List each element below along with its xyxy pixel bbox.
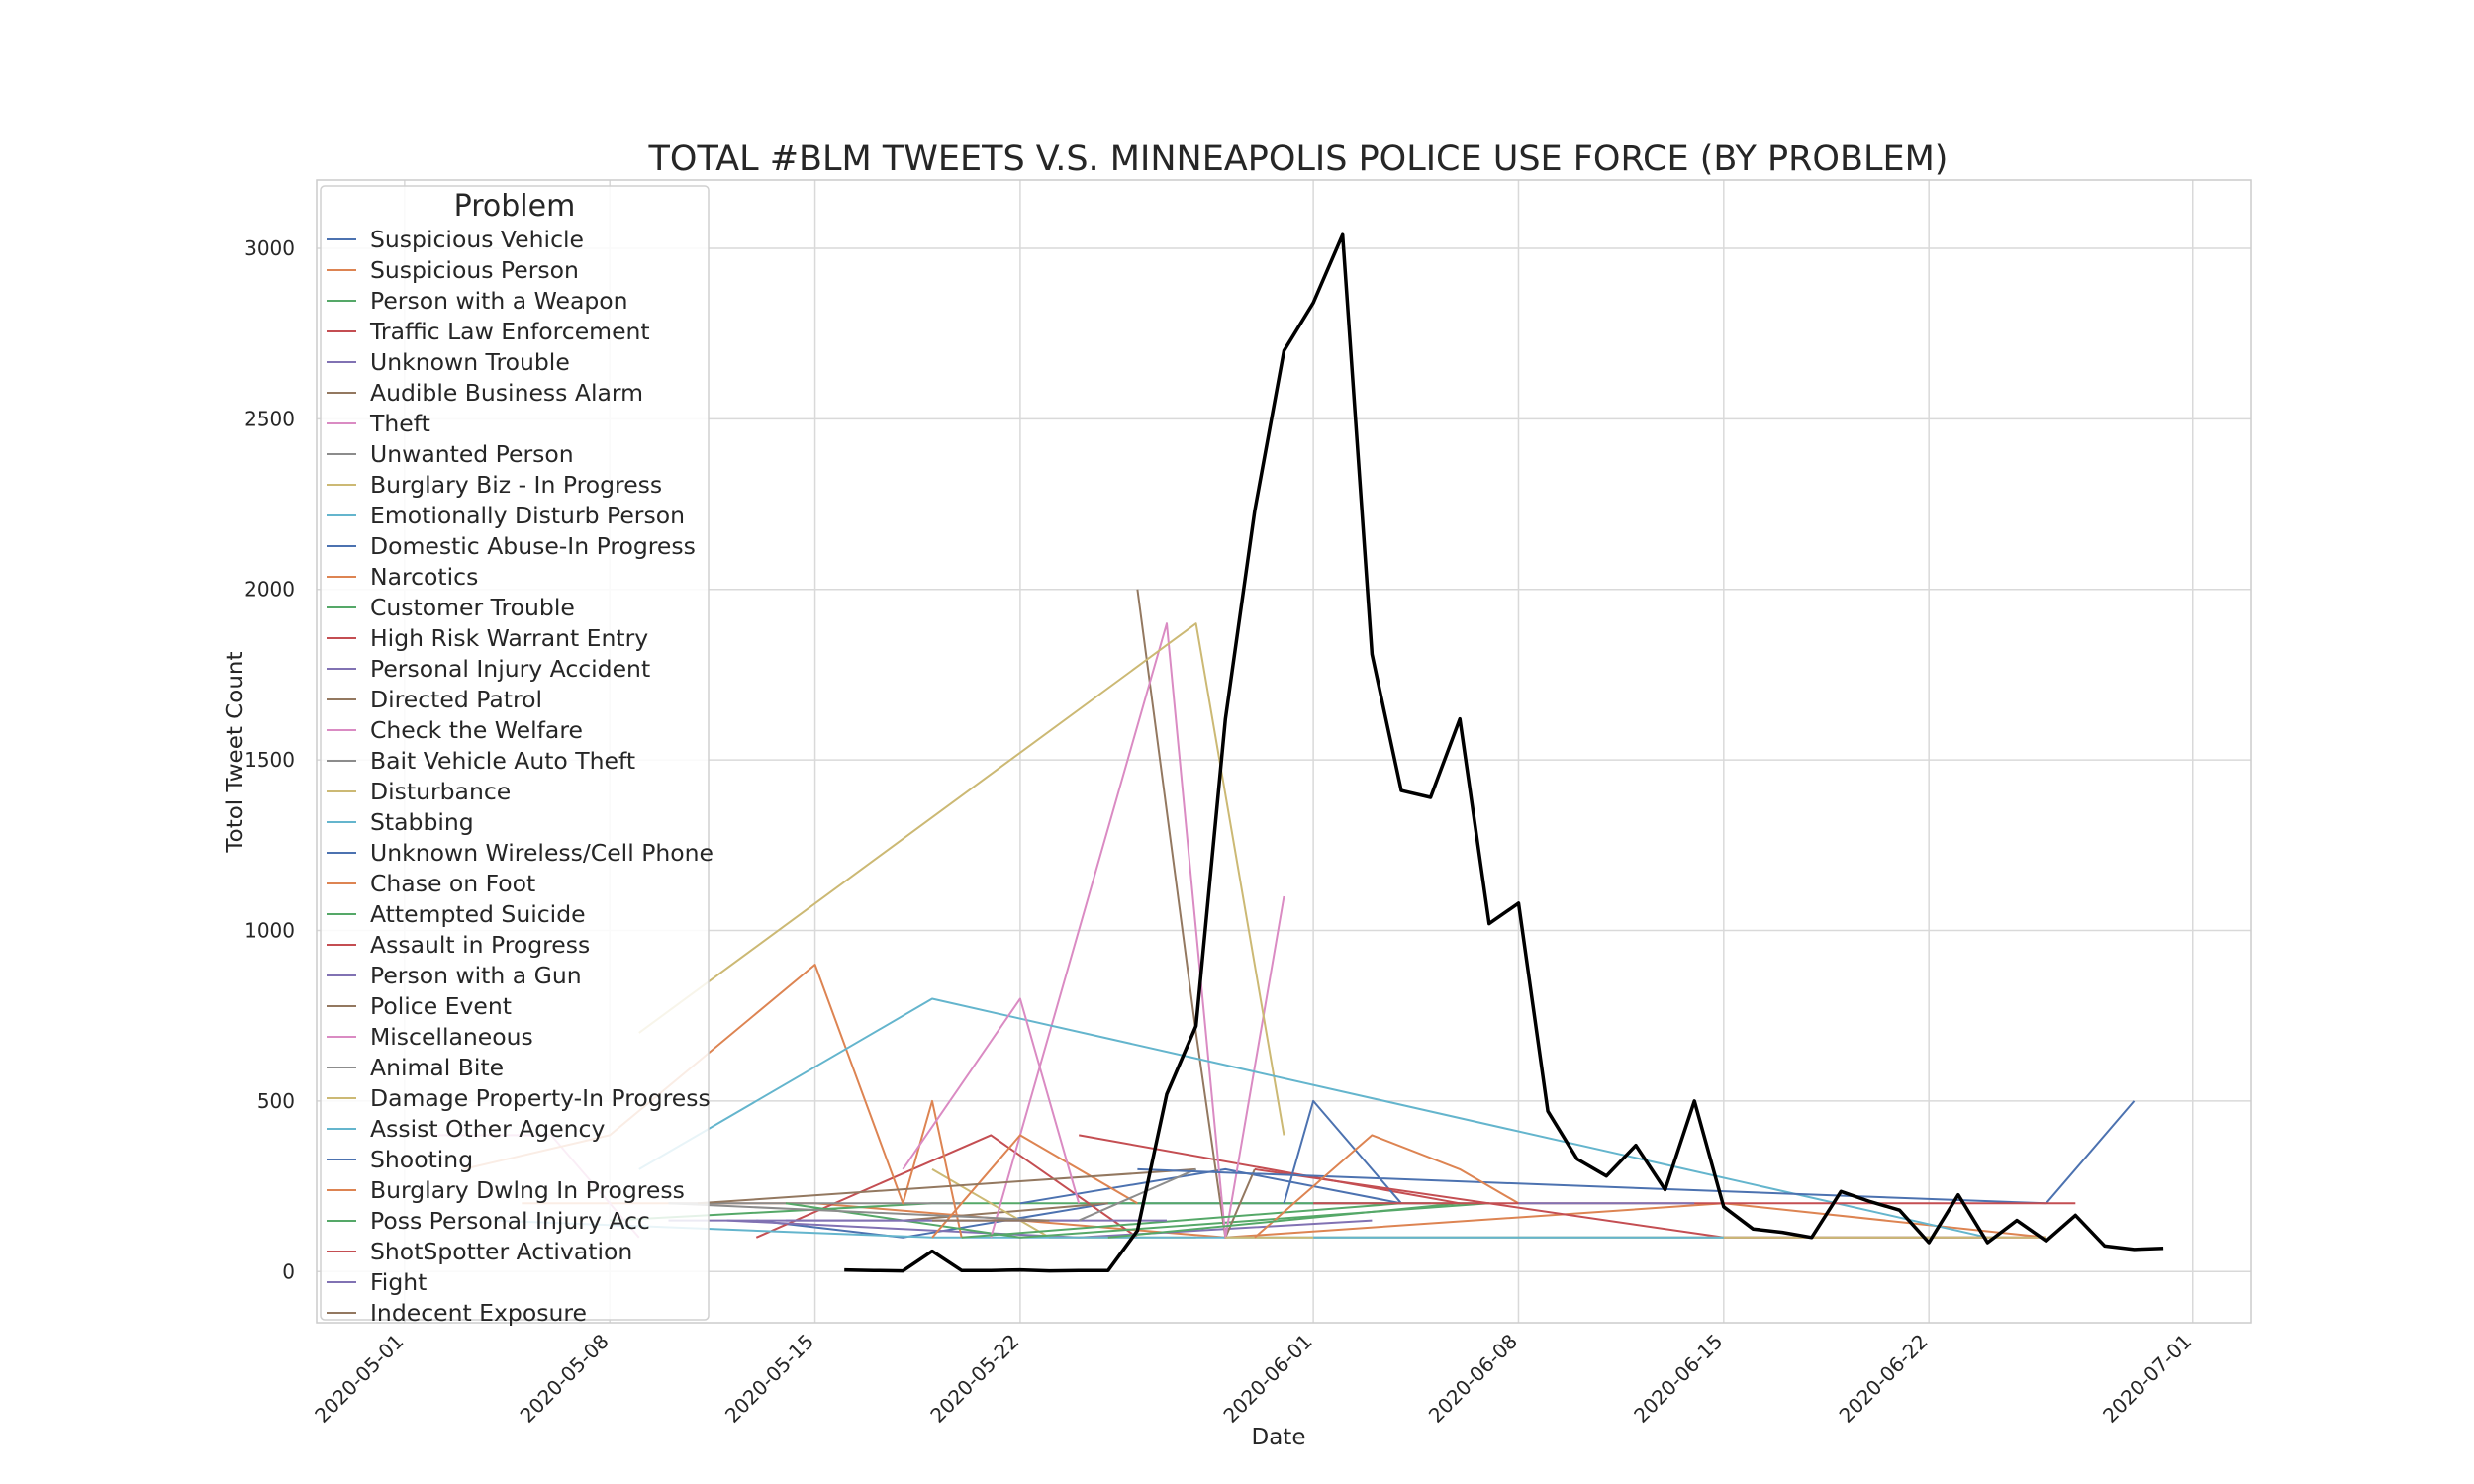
series-line	[638, 622, 1285, 1136]
series-line	[990, 622, 1285, 1239]
legend-entry: Stabbing	[370, 808, 474, 836]
legend-entry: Suspicious Vehicle	[370, 226, 584, 253]
y-axis-label: Totol Tweet Count	[223, 652, 248, 854]
series-layer	[433, 232, 2164, 1273]
x-tick-label: 2020-05-08	[516, 1330, 614, 1428]
y-tick-label: 3000	[244, 236, 295, 260]
legend-entry: Person with a Gun	[370, 962, 582, 989]
legend-entry: Burglary Biz - In Progress	[370, 471, 662, 499]
legend-entry: Unknown Wireless/Cell Phone	[370, 839, 714, 867]
legend-entry: Disturbance	[370, 778, 511, 805]
legend-entry: Indecent Exposure	[370, 1299, 587, 1327]
legend-entry: Shooting	[370, 1146, 473, 1173]
legend-entry: Burglary Dwlng In Progress	[370, 1176, 685, 1204]
legend-title: Problem	[454, 189, 576, 224]
legend-entry: Narcotics	[370, 563, 478, 591]
legend-entry: Assist Other Agency	[370, 1115, 605, 1143]
legend-entry: Theft	[369, 410, 430, 437]
series-line	[1019, 1167, 1402, 1205]
x-tick-label: 2020-06-08	[1424, 1330, 1522, 1428]
series-line	[931, 1134, 1138, 1239]
series-line	[698, 1167, 1196, 1205]
legend-box	[320, 185, 710, 1321]
x-tick-label: 2020-07-01	[2098, 1330, 2196, 1428]
series-line	[902, 997, 1081, 1204]
series-line	[1107, 1202, 1461, 1239]
series-line	[1136, 589, 1256, 1239]
legend-entry: Assault in Progress	[370, 931, 590, 959]
legend-entry: Unwanted Person	[370, 440, 574, 468]
legend-entry: Fight	[370, 1268, 427, 1296]
legend-entry: Person with a Weapon	[370, 287, 628, 315]
y-tick-label: 2000	[244, 578, 295, 602]
x-tick-label: 2020-06-01	[1218, 1330, 1316, 1428]
x-axis-label: Date	[1252, 1425, 1306, 1450]
legend-entry: Customer Trouble	[370, 594, 575, 621]
legend-entry: ShotSpotter Activation	[370, 1238, 632, 1265]
legend-entry: Police Event	[370, 992, 512, 1020]
legend-entry: Audible Business Alarm	[370, 379, 643, 407]
legend-entry: Directed Patrol	[370, 686, 542, 713]
series-line	[638, 997, 1988, 1239]
y-tick-label: 1000	[244, 919, 295, 943]
legend-entry: Suspicious Person	[370, 256, 579, 284]
legend-entry: Domestic Abuse-In Progress	[370, 532, 696, 560]
chart-title: TOTAL #BLM TWEETS V.S. MINNEAPOLIS POLIC…	[648, 139, 1949, 179]
x-tick-label: 2020-05-01	[310, 1330, 408, 1428]
series-line	[1079, 1134, 1461, 1205]
total-tweets-line	[844, 232, 2164, 1273]
legend-entry: Unknown Trouble	[370, 348, 570, 376]
legend-entry: Check the Welfare	[370, 716, 583, 744]
legend-entry: Poss Personal Injury Acc	[370, 1207, 650, 1235]
legend-entry: Emotionally Disturb Person	[370, 502, 685, 529]
legend-entry: Animal Bite	[370, 1054, 504, 1081]
legend-entry: Miscellaneous	[370, 1023, 533, 1051]
legend-entry: Damage Property-In Progress	[370, 1084, 711, 1112]
y-tick-label: 0	[282, 1259, 295, 1283]
legend-entry: Traffic Law Enforcement	[369, 318, 650, 345]
legend-entry: Chase on Foot	[370, 870, 535, 897]
legend-entry: High Risk Warrant Entry	[370, 624, 648, 652]
y-tick-label: 1500	[244, 748, 295, 772]
series-line	[668, 1202, 1050, 1222]
x-tick-label: 2020-05-22	[925, 1330, 1023, 1428]
legend-entry: Bait Vehicle Auto Theft	[370, 747, 635, 775]
legend-entry: Attempted Suicide	[370, 900, 586, 928]
legend: Problem Suspicious Vehicle Suspicious Per…	[320, 185, 714, 1327]
x-tick-label: 2020-06-22	[1835, 1330, 1933, 1428]
plot-frame	[316, 179, 2252, 1324]
series-line	[1137, 1100, 2136, 1205]
legend-entry: Personal Injury Accident	[370, 655, 650, 683]
y-tick-label: 500	[257, 1089, 295, 1113]
x-tick-label: 2020-05-15	[720, 1330, 818, 1428]
y-tick-label: 2500	[244, 407, 295, 430]
series-line	[1254, 1134, 1520, 1239]
series-line	[961, 1202, 1402, 1239]
x-tick-label: 2020-06-15	[1629, 1330, 1727, 1428]
series-line	[1283, 1099, 1402, 1204]
series-line	[1078, 1167, 1197, 1222]
